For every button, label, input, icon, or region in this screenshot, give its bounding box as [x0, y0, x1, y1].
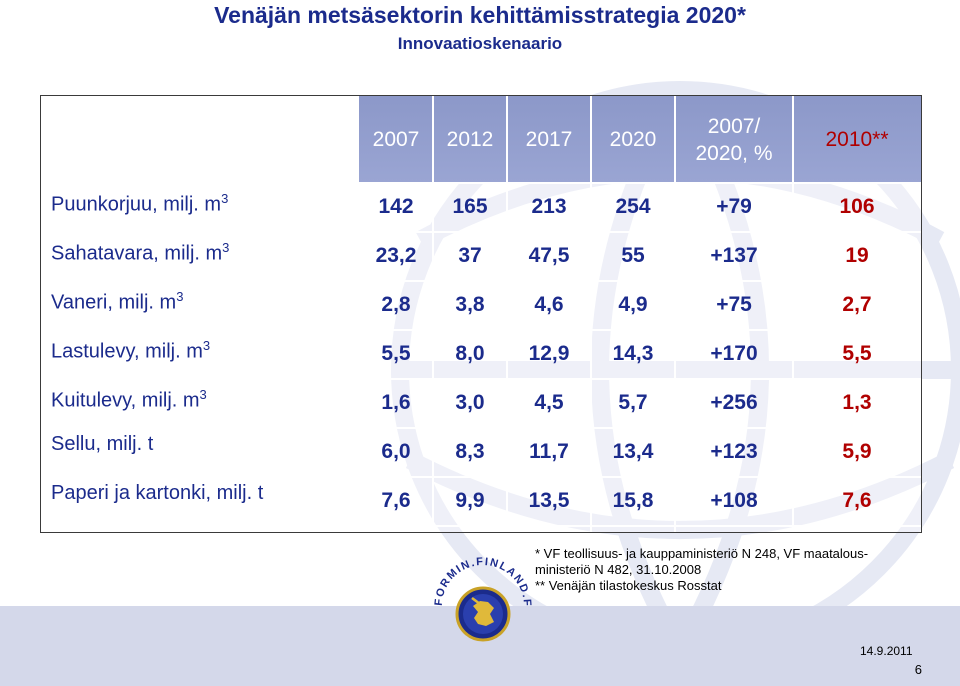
row-label: Paperi ja kartonki, milj. t: [51, 469, 263, 517]
column-separator: [506, 96, 508, 532]
table-cell: 165: [452, 195, 488, 218]
column-separator: [674, 96, 676, 532]
data-table: 2007 2012 2017 2020 2007/ 2020, % 2010** Puunk…: [40, 95, 922, 533]
table-cell: 254: [615, 195, 651, 218]
table-cell: 9,9: [455, 489, 485, 512]
column-separator: [792, 96, 794, 532]
row-label-text: Puunkorjuu, milj. m: [51, 193, 222, 216]
column-header: 2012: [446, 128, 494, 151]
table-cell: +79: [716, 195, 752, 218]
table-cell: 1,3: [842, 391, 872, 414]
table-cell: 5,9: [842, 440, 872, 463]
row-label-text: Lastulevy, milj. m: [51, 340, 203, 363]
footnote-2: ** Venäjän tilastokeskus Rosstat: [535, 578, 722, 593]
row-label-superscript: 3: [202, 338, 211, 353]
row-separator: [359, 280, 921, 282]
table-cell: 5,5: [381, 342, 411, 365]
column-separator: [357, 96, 359, 532]
row-separator: [359, 476, 921, 478]
row-separator: [359, 231, 921, 233]
table-cell: 55: [621, 244, 645, 267]
table-cell: 1,6: [381, 391, 411, 414]
row-separator: [359, 378, 921, 380]
finland-lion-emblem-icon: [471, 597, 494, 626]
table-cell: 2,7: [842, 293, 872, 316]
table-cell: +75: [716, 293, 752, 316]
column-header: 2010**: [825, 128, 889, 151]
table-cell: 2,8: [381, 293, 411, 316]
table-cell: +108: [710, 489, 758, 512]
table-cell: 4,9: [618, 293, 648, 316]
row-separator: [359, 182, 921, 184]
footnote-1: * VF teollisuus- ja kauppaministeriö N 2…: [535, 546, 869, 561]
table-cell: 12,9: [528, 342, 570, 365]
row-label-superscript: 3: [221, 191, 229, 206]
row-label-text: Kuitulevy, milj. m: [51, 389, 200, 412]
table-cell: 7,6: [381, 489, 411, 512]
column-header: 2007: [372, 128, 420, 151]
row-label: Kuitulevy, milj. m3: [51, 371, 207, 419]
table-cell: 13,5: [528, 489, 570, 512]
table-cell: 8,0: [455, 342, 485, 365]
row-label-superscript: 3: [176, 289, 184, 304]
formin-finland-logo: FORMIN.FINLAND.FI: [428, 546, 532, 642]
table-cell: 5,7: [618, 391, 648, 414]
table-cell: 6,0: [381, 440, 411, 463]
row-label-superscript: 3: [199, 387, 207, 402]
table-cell: 4,6: [534, 293, 564, 316]
row-separator: [359, 329, 921, 331]
page-title: Venäjän metsäsektorin kehittämisstrategi…: [214, 2, 746, 28]
row-label-superscript: 3: [222, 240, 230, 255]
table-cell: 106: [839, 195, 875, 218]
table-cell: 3,8: [455, 293, 485, 316]
column-header: 2017: [525, 128, 573, 151]
table-cell: 11,7: [529, 440, 569, 463]
table-header-band: [359, 96, 921, 184]
table-cell: 19: [845, 244, 869, 267]
table-cell: 142: [378, 195, 414, 218]
table-cell: 14,3: [612, 342, 654, 365]
table-cell: 8,3: [455, 440, 485, 463]
row-label: Lastulevy, milj. m3: [51, 322, 210, 370]
table-cell: 4,5: [534, 391, 564, 414]
table-cell: 5,5: [842, 342, 872, 365]
page-subtitle: Innovaatioskenaario: [397, 34, 563, 53]
table-cell: +123: [710, 440, 758, 463]
row-separator: [359, 427, 921, 429]
row-label-text: Sahatavara, milj. m: [51, 242, 223, 265]
footnotes: * VF teollisuus- ja kauppaministeriö N 2…: [535, 546, 955, 594]
row-label: Sellu, milj. t: [51, 420, 153, 468]
row-label: Vaneri, milj. m3: [51, 273, 183, 321]
table-cell: 37: [458, 244, 482, 267]
table-cell: 23,2: [375, 244, 417, 267]
table-cell: 15,8: [612, 489, 654, 512]
table-cell: 7,6: [842, 489, 872, 512]
table-cell: 213: [531, 195, 567, 218]
row-label-text: Sellu, milj. t: [51, 433, 154, 455]
column-header: 2007/ 2020, %: [695, 114, 773, 165]
footnote-1-cont: ministeriö N 482, 31.10.2008: [535, 562, 702, 577]
table-cell: 13,4: [612, 440, 654, 463]
slide-date: 14.9.2011: [860, 644, 913, 658]
row-label-text: Vaneri, milj. m: [51, 291, 177, 314]
column-separator: [432, 96, 434, 532]
table-cell: +170: [710, 342, 758, 365]
table-cell: 47,5: [528, 244, 570, 267]
page-number: 6: [914, 662, 922, 677]
table-cell: +256: [710, 391, 758, 414]
table-cell: 3,0: [455, 391, 485, 414]
row-separator: [359, 525, 921, 527]
row-label: Puunkorjuu, milj. m3: [51, 175, 228, 223]
row-label-text: Paperi ja kartonki, milj. t: [51, 482, 264, 504]
row-label: Sahatavara, milj. m3: [51, 224, 229, 272]
column-header: 2020: [609, 128, 657, 151]
column-separator: [590, 96, 592, 532]
table-cell: +137: [710, 244, 758, 267]
